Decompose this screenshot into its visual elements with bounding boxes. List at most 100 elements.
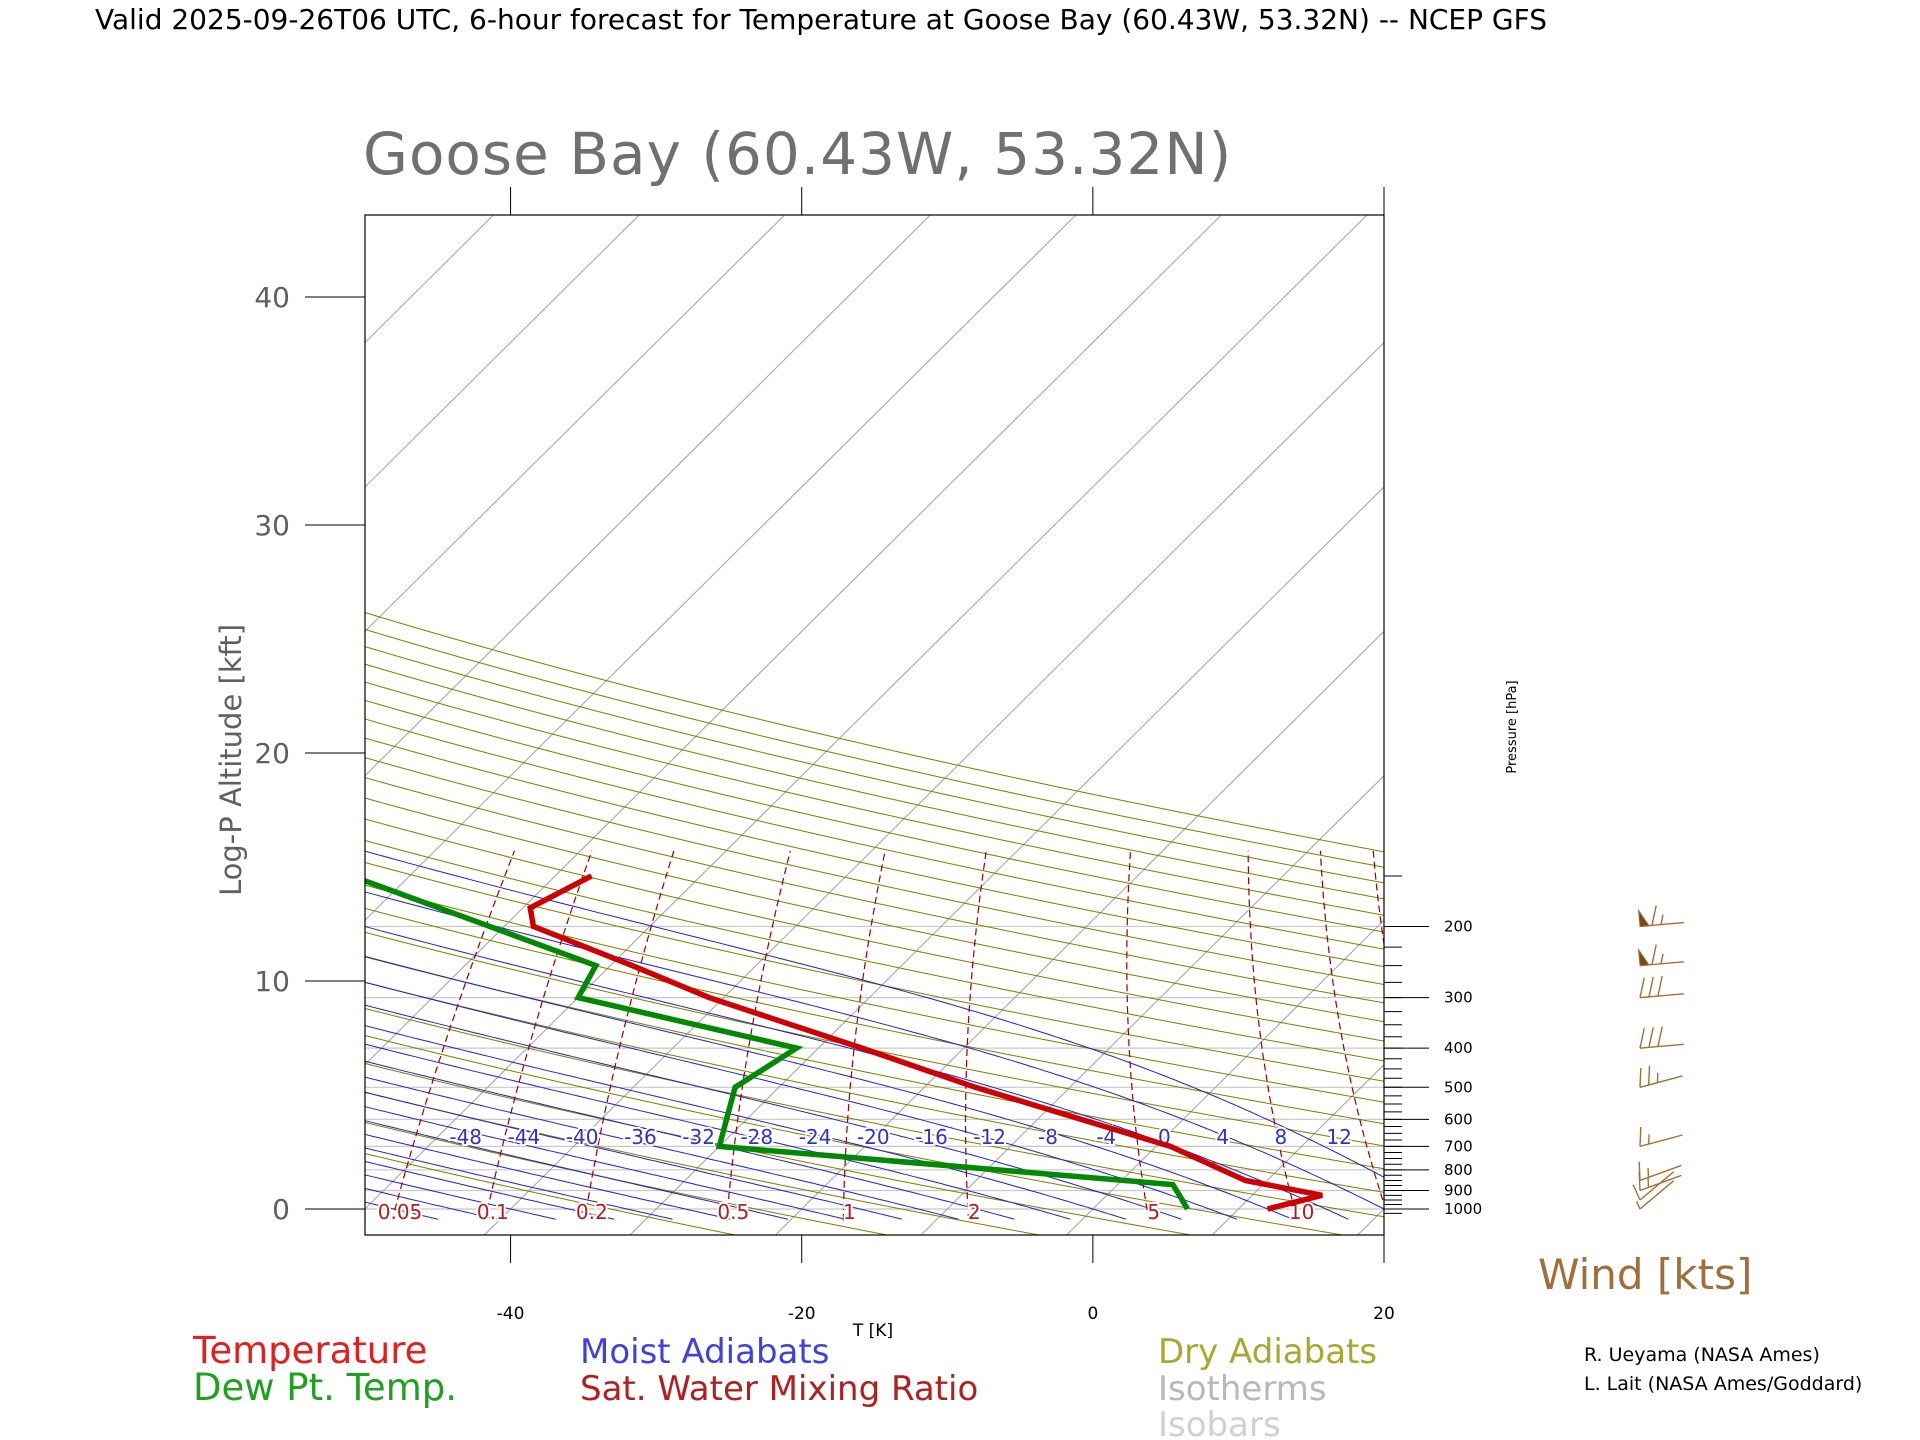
wind-barb-flag	[1648, 976, 1654, 997]
moist-adiabat-line	[365, 981, 1238, 1220]
wind-barb-pennant	[1637, 947, 1650, 967]
moist-adiabat-line	[365, 955, 1293, 1220]
plot-title: Goose Bay (60.43W, 53.32N)	[363, 120, 1232, 188]
isotherm-line	[365, 215, 786, 633]
dry-adiabat-line	[365, 663, 1384, 900]
isotherm-lines	[365, 215, 1384, 1235]
moist-adiabat-line	[365, 1187, 498, 1220]
dry-adiabat-line	[365, 931, 1384, 1147]
wind-barb	[1639, 1127, 1683, 1148]
pressure-tick-label: 300	[1444, 989, 1473, 1007]
moist-adiabat-line	[365, 925, 1349, 1220]
legend: Temperature Dew Pt. Temp. Moist Adiabats…	[192, 1329, 1377, 1440]
moist-adiabat-label: -20	[857, 1125, 890, 1149]
dry-adiabat-line	[365, 818, 1384, 1042]
wind-barb-flag	[1657, 975, 1663, 997]
temperature-profile	[527, 873, 1323, 1212]
credit-line-1: R. Ueyama (NASA Ames)	[1584, 1344, 1820, 1366]
wind-barb-flag	[1657, 1026, 1663, 1047]
pressure-tick-label: 800	[1444, 1161, 1473, 1179]
mixing-ratio-line	[583, 850, 675, 1221]
y-axis-label: Log-P Altitude [kft]	[214, 624, 248, 896]
moist-adiabat-line	[365, 1004, 1182, 1220]
wind-barb	[1639, 975, 1684, 999]
wind-barb-flag	[1639, 1028, 1645, 1049]
moist-adiabat-line	[365, 1060, 1015, 1220]
isotherm-line	[1357, 1208, 1384, 1235]
credit-line-2: L. Lait (NASA Ames/Goddard)	[1584, 1373, 1862, 1395]
legend-dry-adiabats: Dry Adiabats	[1158, 1332, 1377, 1372]
wind-barb-shaft	[1639, 1134, 1683, 1148]
dry-adiabat-line	[365, 757, 1384, 986]
y-tick-label: 20	[254, 737, 290, 770]
x-tick-label: 20	[1373, 1304, 1395, 1324]
pressure-tick-label: 900	[1444, 1182, 1473, 1200]
wind-barb-half-flag	[1635, 1201, 1641, 1210]
wind-barb-shaft	[1639, 1164, 1682, 1182]
wind-barb	[1637, 905, 1684, 928]
moist-adiabat-line	[365, 1147, 673, 1220]
dry-adiabat-line	[365, 1007, 1384, 1218]
mixing-ratio-line	[842, 850, 886, 1221]
moist-adiabat-line	[365, 891, 1384, 1210]
pressure-tick-label: 1000	[1444, 1200, 1482, 1218]
dry-adiabat-line	[365, 1153, 738, 1235]
mixing-ratio-line	[964, 850, 987, 1221]
dry-adiabat-line	[365, 862, 1384, 1082]
x-tick-label: -40	[497, 1304, 525, 1324]
isotherm-line	[920, 775, 1384, 1235]
moist-adiabat-label: -28	[740, 1125, 773, 1149]
mixing-ratio-lines	[391, 850, 1384, 1222]
pressure-tick-label: 400	[1444, 1039, 1473, 1057]
wind-barb	[1638, 1171, 1682, 1192]
isotherm-line	[365, 215, 495, 344]
moist-adiabat-labels: -48 -44 -40 -36 -32 -28 -24 -20 -16 -12 -8 -4 0 4 8 12 1…	[447, 1123, 1410, 1151]
mixing-ratio-line	[1247, 850, 1299, 1222]
wind-barb	[1639, 1026, 1684, 1049]
moist-adiabat-line	[365, 1076, 959, 1220]
dry-adiabat-line	[365, 718, 1384, 950]
moist-adiabat-label: -40	[566, 1125, 599, 1149]
wind-barb-flag	[1638, 1161, 1641, 1181]
dry-adiabat-line	[365, 737, 1384, 968]
y-tick-label: 40	[254, 281, 290, 314]
dewpoint-profile	[365, 877, 1190, 1211]
mixing-ratio-label: 1	[843, 1200, 856, 1224]
dry-adiabat-line	[365, 777, 1384, 1004]
isotherm-line	[365, 215, 931, 777]
moist-adiabat-line	[365, 1174, 556, 1220]
dry-adiabat-line	[365, 884, 1384, 1103]
pressure-tick-label: 500	[1444, 1078, 1473, 1096]
wind-barb-flag	[1647, 1065, 1651, 1086]
wind-barb-half-flag	[1660, 914, 1664, 925]
dry-adiabat-line	[365, 1035, 1346, 1235]
wind-barb-flag	[1639, 1127, 1642, 1147]
x-tick-label: 0	[1087, 1304, 1098, 1324]
dry-adiabat-line	[365, 1121, 890, 1235]
dry-adiabat-line	[365, 1062, 1194, 1235]
moist-adiabat-label: -48	[449, 1125, 482, 1149]
mixing-ratio-label: 0.2	[576, 1200, 608, 1224]
mixing-ratio-label: 0.05	[378, 1200, 423, 1224]
wind-label: Wind [kts]	[1538, 1250, 1752, 1299]
wind-barb-flag	[1632, 1184, 1641, 1201]
isotherm-line	[365, 215, 1077, 921]
isotherm-line	[365, 215, 640, 488]
isotherm-line	[483, 341, 1384, 1235]
wind-barb	[1635, 1180, 1675, 1210]
mixing-ratio-labels: 0.05 0.1 0.2 0.5 1 2 5 10	[376, 1198, 1317, 1226]
wind-barb-shaft	[1639, 1180, 1675, 1210]
dry-adiabat-line	[365, 839, 1384, 1062]
moist-adiabat-line	[365, 1043, 1071, 1220]
moist-adiabat-label: 4	[1216, 1125, 1229, 1149]
y-tick-label: 10	[254, 965, 290, 998]
wind-barb-flag	[1639, 977, 1645, 998]
moist-adiabat-lines	[365, 850, 1384, 1220]
moist-adiabat-line	[365, 1201, 439, 1220]
mixing-ratio-line	[726, 850, 791, 1221]
dry-adiabat-line	[365, 1091, 1042, 1235]
dry-adiabat-line	[365, 646, 1384, 884]
moist-adiabat-label: 16	[1385, 1125, 1410, 1149]
wind-barb-shaft	[1639, 1075, 1683, 1088]
